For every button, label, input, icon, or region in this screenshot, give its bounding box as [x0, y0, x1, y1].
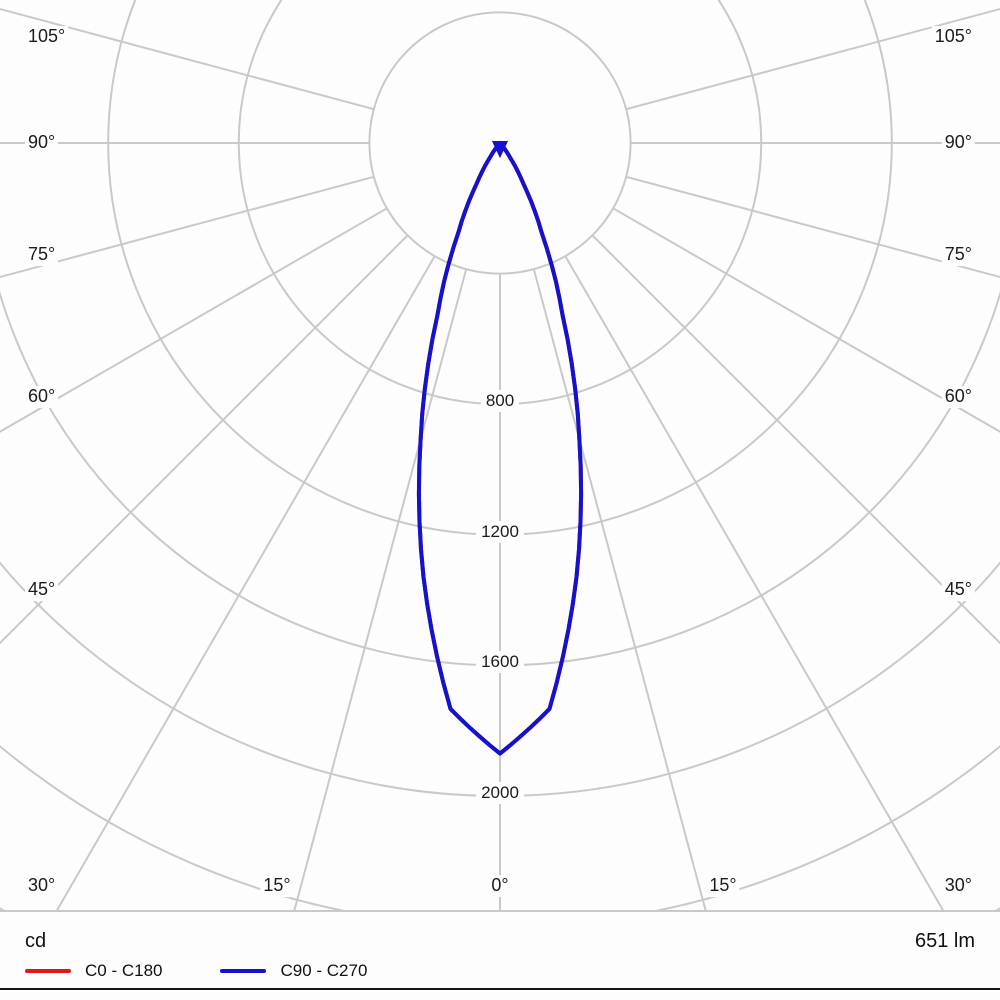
luminous-flux-label: 651 lm [914, 930, 975, 952]
angle-label: 15° [260, 875, 294, 897]
legend-item: C90 - C270 [220, 961, 367, 981]
series-swatch [220, 969, 267, 973]
angle-label: 15° [706, 875, 740, 897]
series-name: C90 - C270 [280, 961, 368, 980]
legend: C0 - C180 C90 - C270 [25, 960, 367, 982]
angle-label: 90° [25, 132, 59, 154]
chart-footer: cd 651 lm [0, 930, 1000, 953]
angle-label: 45° [941, 579, 975, 601]
angle-label: 45° [25, 579, 59, 601]
series-swatch [25, 969, 71, 973]
angle-label: 75° [941, 244, 975, 266]
radial-tick-label: 1200 [476, 520, 524, 543]
angle-label: 0° [488, 875, 512, 897]
angle-label: 90° [941, 132, 975, 154]
angle-label: 30° [941, 875, 975, 897]
angle-label: 60° [25, 386, 59, 408]
radial-tick-label: 2000 [476, 782, 524, 804]
axis-label-layer: 105° 90° 75° 60° 45° 30° 105° 90° 75° 60° 45° 30° 15… [25, 26, 975, 897]
bottom-divider [0, 988, 1000, 990]
angle-label: 75° [25, 244, 59, 266]
radial-tick-label: 800 [480, 390, 520, 413]
legend-item: C0 - C180 [25, 961, 162, 981]
radial-tick-label: 1600 [476, 651, 524, 674]
series-name: C0 - C180 [85, 961, 163, 980]
polar-chart: 105° 90° 75° 60° 45° 30° 105° 90° 75° 60° 45° 30° 15… [0, 0, 1000, 912]
angle-label: 105° [931, 26, 975, 48]
units-label: cd [25, 930, 47, 952]
angle-label: 105° [25, 26, 69, 48]
angle-label: 30° [25, 875, 59, 897]
polar-grid-canvas [0, 0, 1000, 910]
angle-label: 60° [941, 386, 975, 408]
